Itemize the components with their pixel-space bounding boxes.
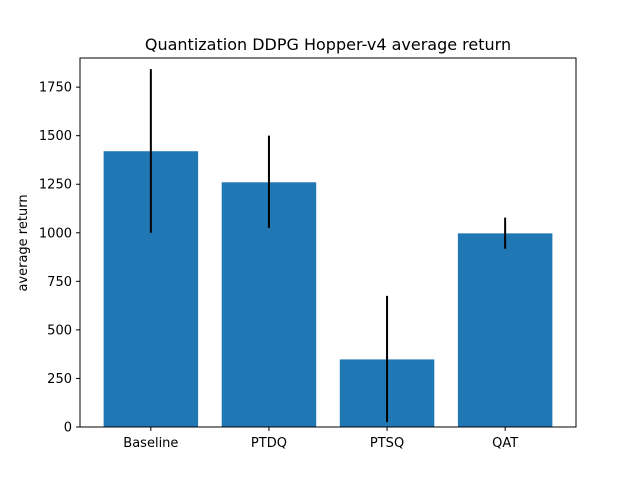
bar-qat: [457, 233, 553, 427]
plot-area-frame: [79, 57, 577, 428]
bars-layer: [103, 151, 553, 427]
x-tick-label-ptdq: PTDQ: [251, 436, 287, 451]
chart-title: Quantization DDPG Hopper-v4 average retu…: [145, 35, 511, 54]
y-tick-label-750: 750: [47, 275, 72, 290]
x-tick-label-baseline: Baseline: [123, 436, 178, 451]
y-axis-label: average return: [16, 194, 31, 291]
y-tick-label-1000: 1000: [39, 226, 72, 241]
y-tick-label-1250: 1250: [39, 178, 72, 193]
y-axis-ticks: 0 250 500 750 1000 1250 1500 1750: [39, 81, 80, 436]
error-bars-layer: [149, 69, 507, 423]
x-axis-ticks: Baseline PTDQ PTSQ QAT: [123, 427, 518, 451]
y-tick-label-250: 250: [47, 372, 72, 387]
x-tick-label-qat: QAT: [492, 436, 518, 451]
y-tick-label-1750: 1750: [39, 81, 72, 96]
x-tick-label-ptsq: PTSQ: [370, 436, 404, 451]
y-tick-label-500: 500: [47, 323, 72, 338]
y-tick-label-1500: 1500: [39, 129, 72, 144]
y-tick-label-0: 0: [64, 421, 72, 436]
